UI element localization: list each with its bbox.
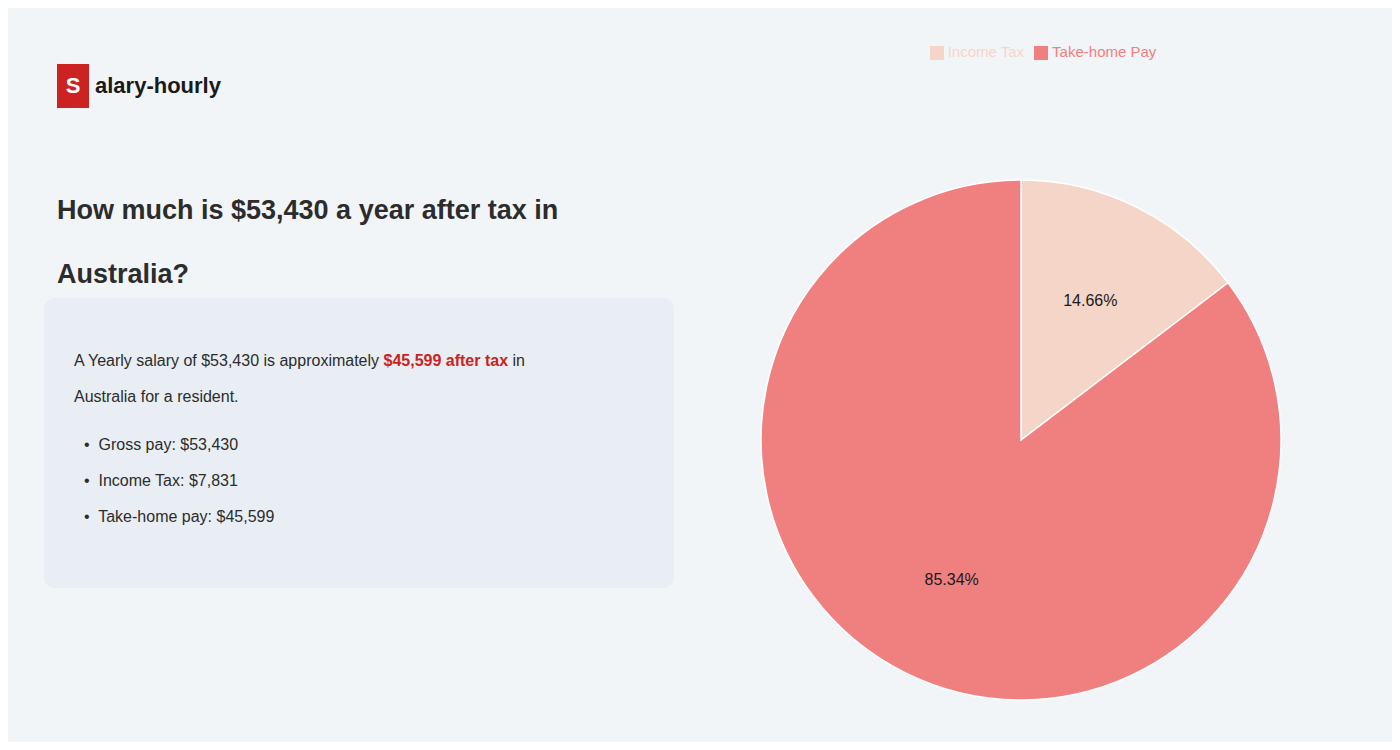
html-text:A Yearly salary of $53,430 is: A Yearly salary of $53,430 is approximat… [74,352,525,369]
html-text:Income Tax: Income Tax [947,43,1025,60]
svg-text:85.34%: 85.34% [925,571,979,588]
html-text:S: S [65,73,81,98]
html-text:How much is $53,430 a year aft: How much is $53,430 a year after tax in [57,195,559,225]
svg-text:14.66%: 14.66% [1063,292,1117,309]
html-text:• Take-home pay: $45,599: • Take-home pay: $45,599 [84,508,275,525]
html-text:• Income Tax: $7,831: • Income Tax: $7,831 [84,472,238,489]
html-text:• Gross pay: $53,430: • Gross pay: $53,430 [84,436,239,453]
html-text:Australia?: Australia? [57,259,189,289]
html-text:Australia for a resident.: Australia for a resident. [74,388,239,405]
html-text:Take-home Pay: Take-home Pay [1052,43,1157,60]
html-text:alary-hourly: alary-hourly [95,73,221,98]
